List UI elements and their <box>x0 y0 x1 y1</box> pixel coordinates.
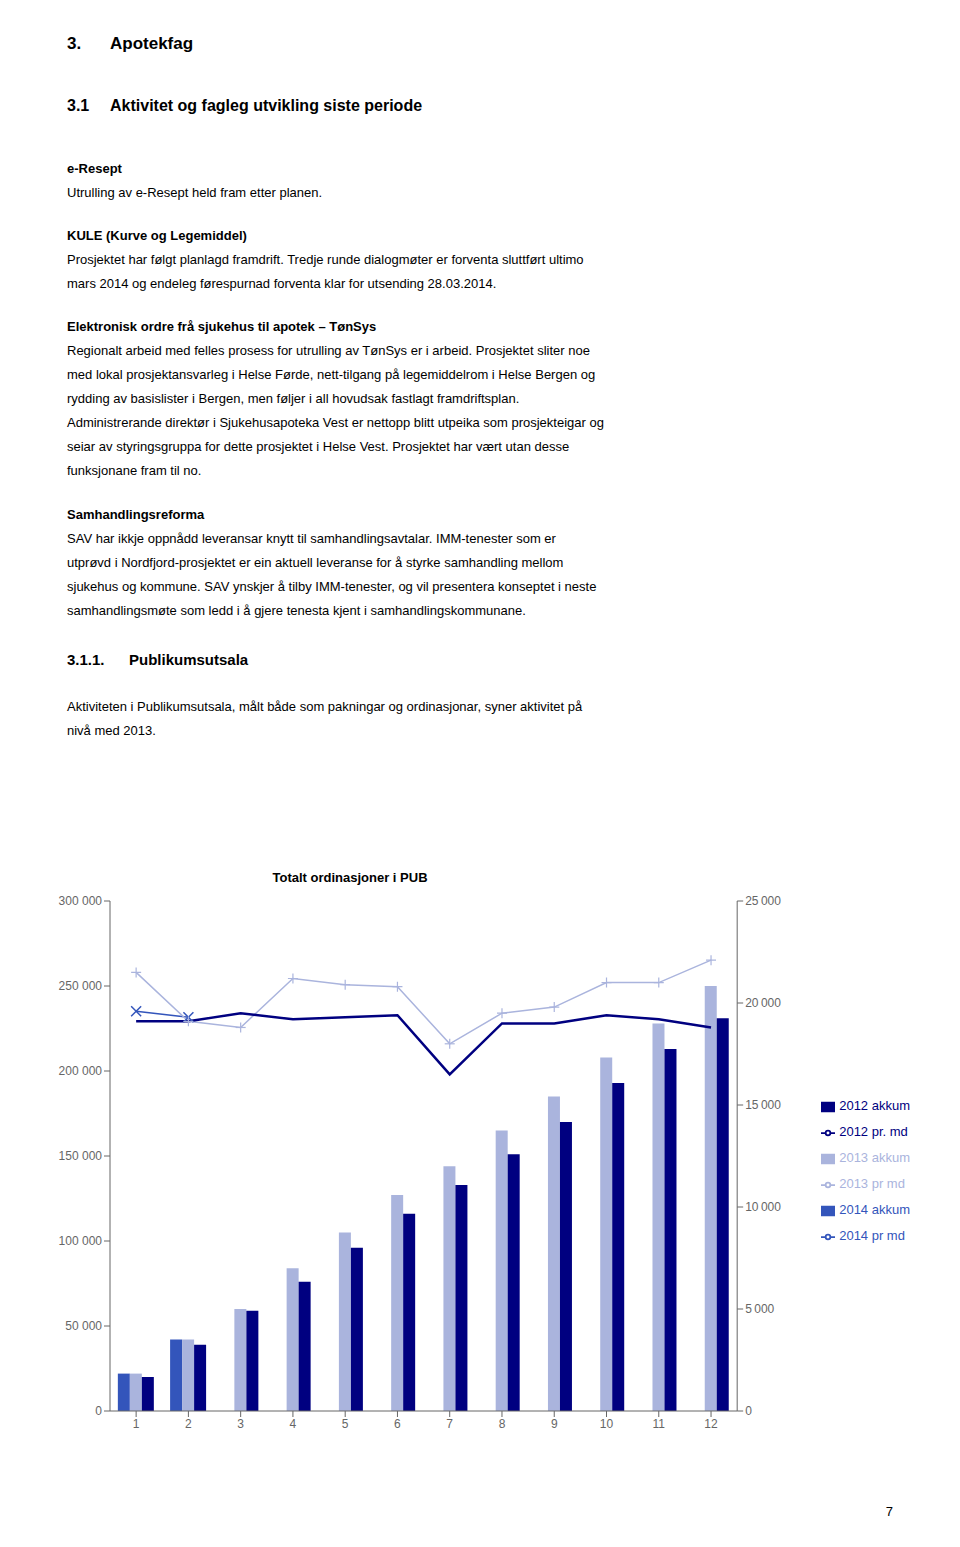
svg-text:300 000: 300 000 <box>59 894 103 908</box>
svg-text:0: 0 <box>95 1404 102 1418</box>
html-text:Aktivitet og fagleg utvikling: Aktivitet og fagleg utvikling siste peri… <box>110 97 423 114</box>
svg-text:20 000: 20 000 <box>745 996 781 1010</box>
html-text:Regionalt arbeid med felles pr: Regionalt arbeid med felles prosess for … <box>67 343 590 359</box>
svg-text:5: 5 <box>342 1417 349 1431</box>
svg-text:250 000: 250 000 <box>59 979 103 993</box>
html-text:2012 pr. md: 2012 pr. md <box>839 1124 908 1139</box>
html-text:3.: 3. <box>67 34 82 53</box>
html-text:funksjonane fram til no.: funksjonane fram til no. <box>67 463 202 479</box>
html-text:2013 akkum: 2013 akkum <box>839 1150 910 1165</box>
html-text:KULE (Kurve og Legemiddel): KULE (Kurve og Legemiddel) <box>67 228 247 244</box>
html-text:7: 7 <box>885 1504 893 1519</box>
html-text:rydding av basislister i Berge: rydding av basislister i Bergen, men føl… <box>67 391 520 407</box>
svg-text:11: 11 <box>653 1417 666 1431</box>
svg-text:9: 9 <box>551 1417 558 1431</box>
svg-text:10 000: 10 000 <box>745 1200 781 1214</box>
html-text:Elektronisk ordre frå sjukehus: Elektronisk ordre frå sjukehus til apote… <box>67 319 377 335</box>
svg-text:15 000: 15 000 <box>745 1098 781 1112</box>
html-text:2014 akkum: 2014 akkum <box>839 1202 910 1217</box>
html-text:samhandlingsmøte som ledd i å: samhandlingsmøte som ledd i å gjere tene… <box>67 602 526 618</box>
html-text:utprøvd i Nordfjord-prosjektet: utprøvd i Nordfjord-prosjektet er ein ak… <box>67 554 564 570</box>
html-text:seiar av styringsgruppa for de: seiar av styringsgruppa for dette prosje… <box>67 439 570 455</box>
html-text:med lokal prosjektansvarleg i: med lokal prosjektansvarleg i Helse Førd… <box>67 367 596 383</box>
svg-text:3: 3 <box>237 1417 244 1431</box>
svg-text:5 000: 5 000 <box>745 1302 774 1316</box>
svg-text:100 000: 100 000 <box>59 1234 103 1248</box>
svg-text:7: 7 <box>446 1417 453 1431</box>
html-text:Utrulling av e-Resept held fra: Utrulling av e-Resept held fram etter pl… <box>67 185 323 200</box>
html-text:sjukehus og kommune. SAV ynskj: sjukehus og kommune. SAV ynskjer å tilby… <box>67 578 597 594</box>
html-text:Samhandlingsreforma: Samhandlingsreforma <box>67 506 205 522</box>
svg-text:25 000: 25 000 <box>745 894 781 908</box>
html-text:Administrerande direktør i Sju: Administrerande direktør i Sjukehusapote… <box>67 415 604 431</box>
svg-text:6: 6 <box>394 1417 401 1431</box>
html-text:mars 2014 og endeleg førespurn: mars 2014 og endeleg førespurnad forvent… <box>67 276 497 292</box>
svg-text:0: 0 <box>745 1404 752 1418</box>
html-text:Prosjektet har følgt planlagd: Prosjektet har følgt planlagd framdrift.… <box>67 252 584 268</box>
svg-text:200 000: 200 000 <box>59 1064 103 1078</box>
svg-text:8: 8 <box>499 1417 506 1431</box>
svg-text:50 000: 50 000 <box>65 1319 102 1333</box>
svg-text:2: 2 <box>185 1417 192 1431</box>
html-text:Publikumsutsala: Publikumsutsala <box>129 650 249 668</box>
html-text:e-Resept: e-Resept <box>67 161 122 176</box>
html-text:Aktiviteten i Publikumsutsala,: Aktiviteten i Publikumsutsala, målt både… <box>67 698 583 714</box>
svg-text:1: 1 <box>133 1417 140 1431</box>
svg-text:4: 4 <box>290 1417 297 1431</box>
html-text:2013 pr md: 2013 pr md <box>839 1176 905 1191</box>
html-text:2012 akkum: 2012 akkum <box>839 1098 910 1113</box>
html-text:3.1.1.: 3.1.1. <box>67 650 105 668</box>
svg-text:12: 12 <box>704 1417 718 1431</box>
html-text:nivå med 2013.: nivå med 2013. <box>67 722 156 738</box>
html-text:SAV har ikkje oppnådd leverans: SAV har ikkje oppnådd leveransar knytt t… <box>67 530 556 546</box>
html-text:Totalt ordinasjoner i PUB: Totalt ordinasjoner i PUB <box>272 870 428 885</box>
html-text:2014 pr md: 2014 pr md <box>839 1228 905 1243</box>
html-text:3.1: 3.1 <box>67 97 90 114</box>
svg-text:150 000: 150 000 <box>59 1149 103 1163</box>
html-text:Apotekfag: Apotekfag <box>110 34 194 53</box>
svg-text:10: 10 <box>600 1417 614 1431</box>
